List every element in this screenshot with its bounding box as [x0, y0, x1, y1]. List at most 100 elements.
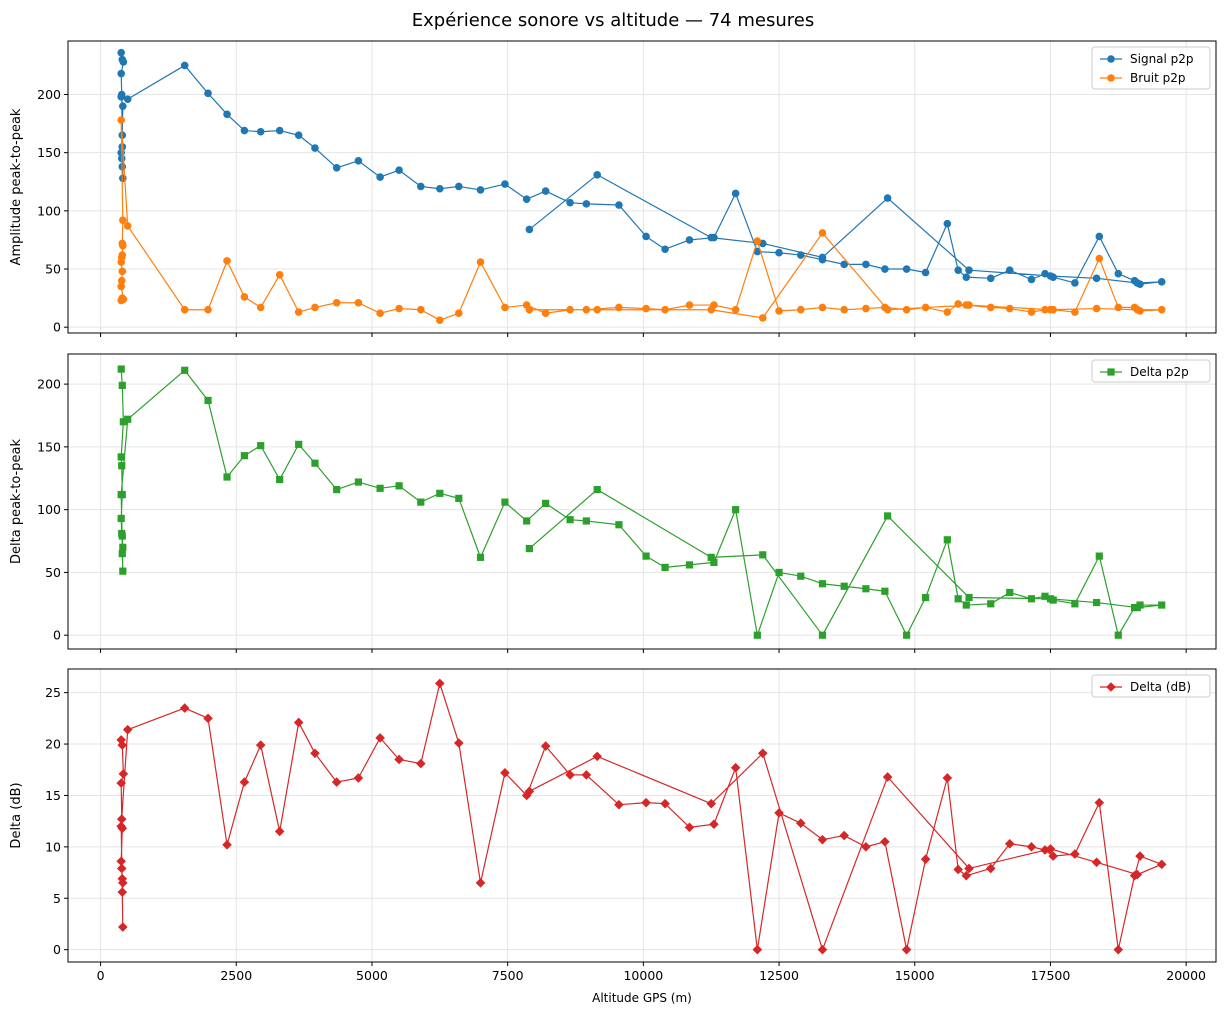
- data-point: [117, 740, 128, 750]
- y-tick-label: 10: [45, 839, 61, 854]
- y-tick-label: 0: [53, 628, 61, 643]
- series-line: [120, 119, 1163, 321]
- data-point: [1095, 254, 1104, 263]
- data-point: [117, 514, 125, 523]
- data-point: [753, 247, 762, 256]
- grid: [68, 669, 1216, 962]
- y-tick-label: 150: [37, 439, 61, 454]
- data-point: [256, 303, 265, 312]
- data-point: [707, 305, 716, 314]
- data-point: [116, 778, 126, 788]
- y-tick-label: 200: [37, 87, 61, 102]
- data-point: [118, 462, 126, 470]
- data-point: [116, 863, 127, 874]
- data-point: [660, 798, 670, 809]
- data-point: [818, 303, 827, 312]
- data-point: [685, 236, 694, 244]
- data-point: [759, 551, 767, 559]
- data-point: [119, 295, 128, 304]
- legend: Delta p2p: [1091, 359, 1211, 383]
- data-point: [707, 233, 716, 242]
- data-point: [884, 512, 892, 520]
- x-tick-label: 17500: [1031, 968, 1071, 983]
- data-point: [311, 303, 319, 312]
- data-point: [862, 304, 870, 313]
- data-point: [223, 473, 231, 481]
- data-point: [953, 864, 963, 875]
- data-point: [881, 265, 889, 273]
- data-point: [118, 549, 126, 558]
- data-point: [1113, 944, 1124, 955]
- data-point: [117, 887, 128, 897]
- y-tick-label: 20: [45, 737, 61, 752]
- x-tick-label: 12500: [759, 968, 799, 983]
- legend-marker: [1106, 682, 1116, 692]
- data-point: [817, 944, 828, 955]
- data-point: [1041, 592, 1049, 600]
- data-point: [395, 304, 403, 313]
- data-point: [455, 182, 463, 191]
- data-point: [965, 301, 973, 309]
- subplot-1: 0 50 100 150 200 Amplitude peak-to-peak Signal…: [9, 40, 1217, 337]
- data-point: [775, 568, 783, 577]
- data-point: [117, 116, 125, 124]
- data-point: [986, 274, 995, 283]
- data-point: [796, 251, 805, 259]
- data-point: [294, 308, 303, 316]
- data-point: [295, 440, 303, 448]
- subplot-3: 0 2500 5000 7500 10000 12500 15000 17500 20000 0 5…: [9, 668, 1217, 983]
- data-point: [118, 532, 126, 540]
- data-point: [731, 189, 740, 198]
- grid: [68, 41, 1216, 333]
- data-point: [1071, 279, 1079, 287]
- data-point: [118, 878, 128, 888]
- data-point: [565, 770, 575, 780]
- data-point: [710, 558, 718, 566]
- data-point: [354, 157, 363, 165]
- data-point: [593, 170, 602, 179]
- data-point: [985, 863, 996, 874]
- data-point: [1091, 857, 1102, 868]
- data-point: [642, 552, 650, 560]
- data-point: [353, 773, 364, 783]
- data-point: [454, 738, 464, 748]
- data-point: [581, 770, 592, 780]
- data-point: [566, 198, 574, 207]
- data-point: [475, 878, 486, 888]
- data-point: [615, 303, 623, 312]
- data-point: [223, 257, 231, 265]
- data-point: [501, 180, 509, 188]
- data-point: [1041, 305, 1049, 314]
- data-point: [965, 266, 973, 274]
- x-axis-label: Altitude GPS (m): [592, 991, 692, 1005]
- y-tick-label: 50: [45, 565, 61, 580]
- data-point: [582, 517, 590, 525]
- data-point: [753, 237, 762, 245]
- data-point: [255, 740, 266, 750]
- grid: [68, 354, 1216, 649]
- data-point: [331, 777, 342, 787]
- legend-marker: [1107, 74, 1115, 82]
- data-point: [839, 830, 849, 841]
- data-point: [123, 222, 132, 230]
- data-point: [122, 724, 133, 735]
- data-point: [903, 631, 911, 639]
- data-point: [203, 713, 213, 724]
- data-point: [395, 482, 403, 490]
- data-point: [118, 267, 127, 276]
- data-point: [179, 703, 190, 713]
- data-point: [522, 195, 531, 204]
- y-axis-label: Amplitude peak-to-peak: [9, 108, 24, 265]
- data-point: [775, 248, 783, 257]
- series-line: [120, 52, 1163, 285]
- x-tick-label: 7500: [492, 968, 524, 983]
- legend: Delta (dB): [1091, 674, 1211, 698]
- data-point: [685, 301, 694, 309]
- data-point: [332, 298, 341, 307]
- y-axis-label: Delta (dB): [9, 782, 24, 848]
- data-point: [954, 300, 962, 308]
- data-point: [542, 499, 550, 507]
- data-point: [1092, 304, 1101, 313]
- data-point: [818, 631, 827, 639]
